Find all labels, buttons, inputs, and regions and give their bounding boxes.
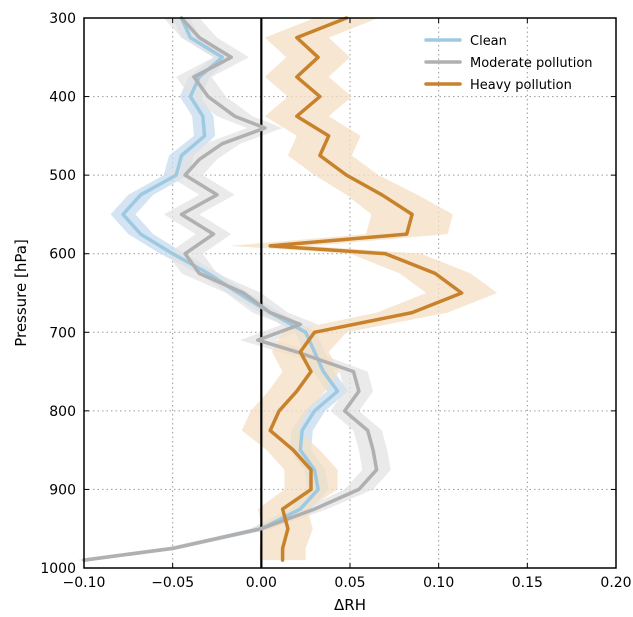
x-tick-label: 0.05	[334, 575, 365, 591]
x-tick-label: 0.10	[423, 575, 454, 591]
x-axis-label: ΔRH	[334, 596, 366, 614]
x-tick-label: 0.20	[600, 575, 631, 591]
y-tick-label: 500	[49, 168, 76, 184]
x-tick-label: −0.05	[151, 575, 194, 591]
legend: Clean Moderate pollution Heavy pollution	[424, 34, 593, 93]
y-tick-label: 400	[49, 90, 76, 106]
y-tick-label: 900	[49, 482, 76, 498]
y-tick-label: 600	[49, 247, 76, 263]
legend-label: Moderate pollution	[470, 56, 593, 71]
band-clean	[76, 18, 349, 561]
x-tick-label: 0.00	[246, 575, 277, 591]
y-axis-label: Pressure [hPa]	[12, 239, 30, 347]
y-tick-label: 1000	[40, 561, 76, 577]
y-tick-label: 800	[49, 404, 76, 420]
line-heavy-pollution	[268, 16, 464, 562]
band-heavy-pollution	[229, 18, 498, 561]
legend-label: Heavy pollution	[470, 78, 572, 93]
x-axis: −0.10 −0.05 0.00 0.05 0.10 0.15 0.20	[63, 18, 632, 591]
y-tick-label: 700	[49, 325, 76, 341]
y-tick-label: 300	[49, 11, 76, 27]
x-tick-label: 0.15	[512, 575, 543, 591]
legend-label: Clean	[470, 34, 507, 49]
x-tick-label: −0.10	[63, 575, 106, 591]
y-axis: 300 400 500 600 700 800 900 1000	[40, 11, 616, 577]
series-lines	[82, 16, 464, 562]
line-clean	[82, 16, 340, 562]
uncertainty-bands	[76, 18, 498, 561]
line-moderate-pollution	[82, 16, 379, 562]
